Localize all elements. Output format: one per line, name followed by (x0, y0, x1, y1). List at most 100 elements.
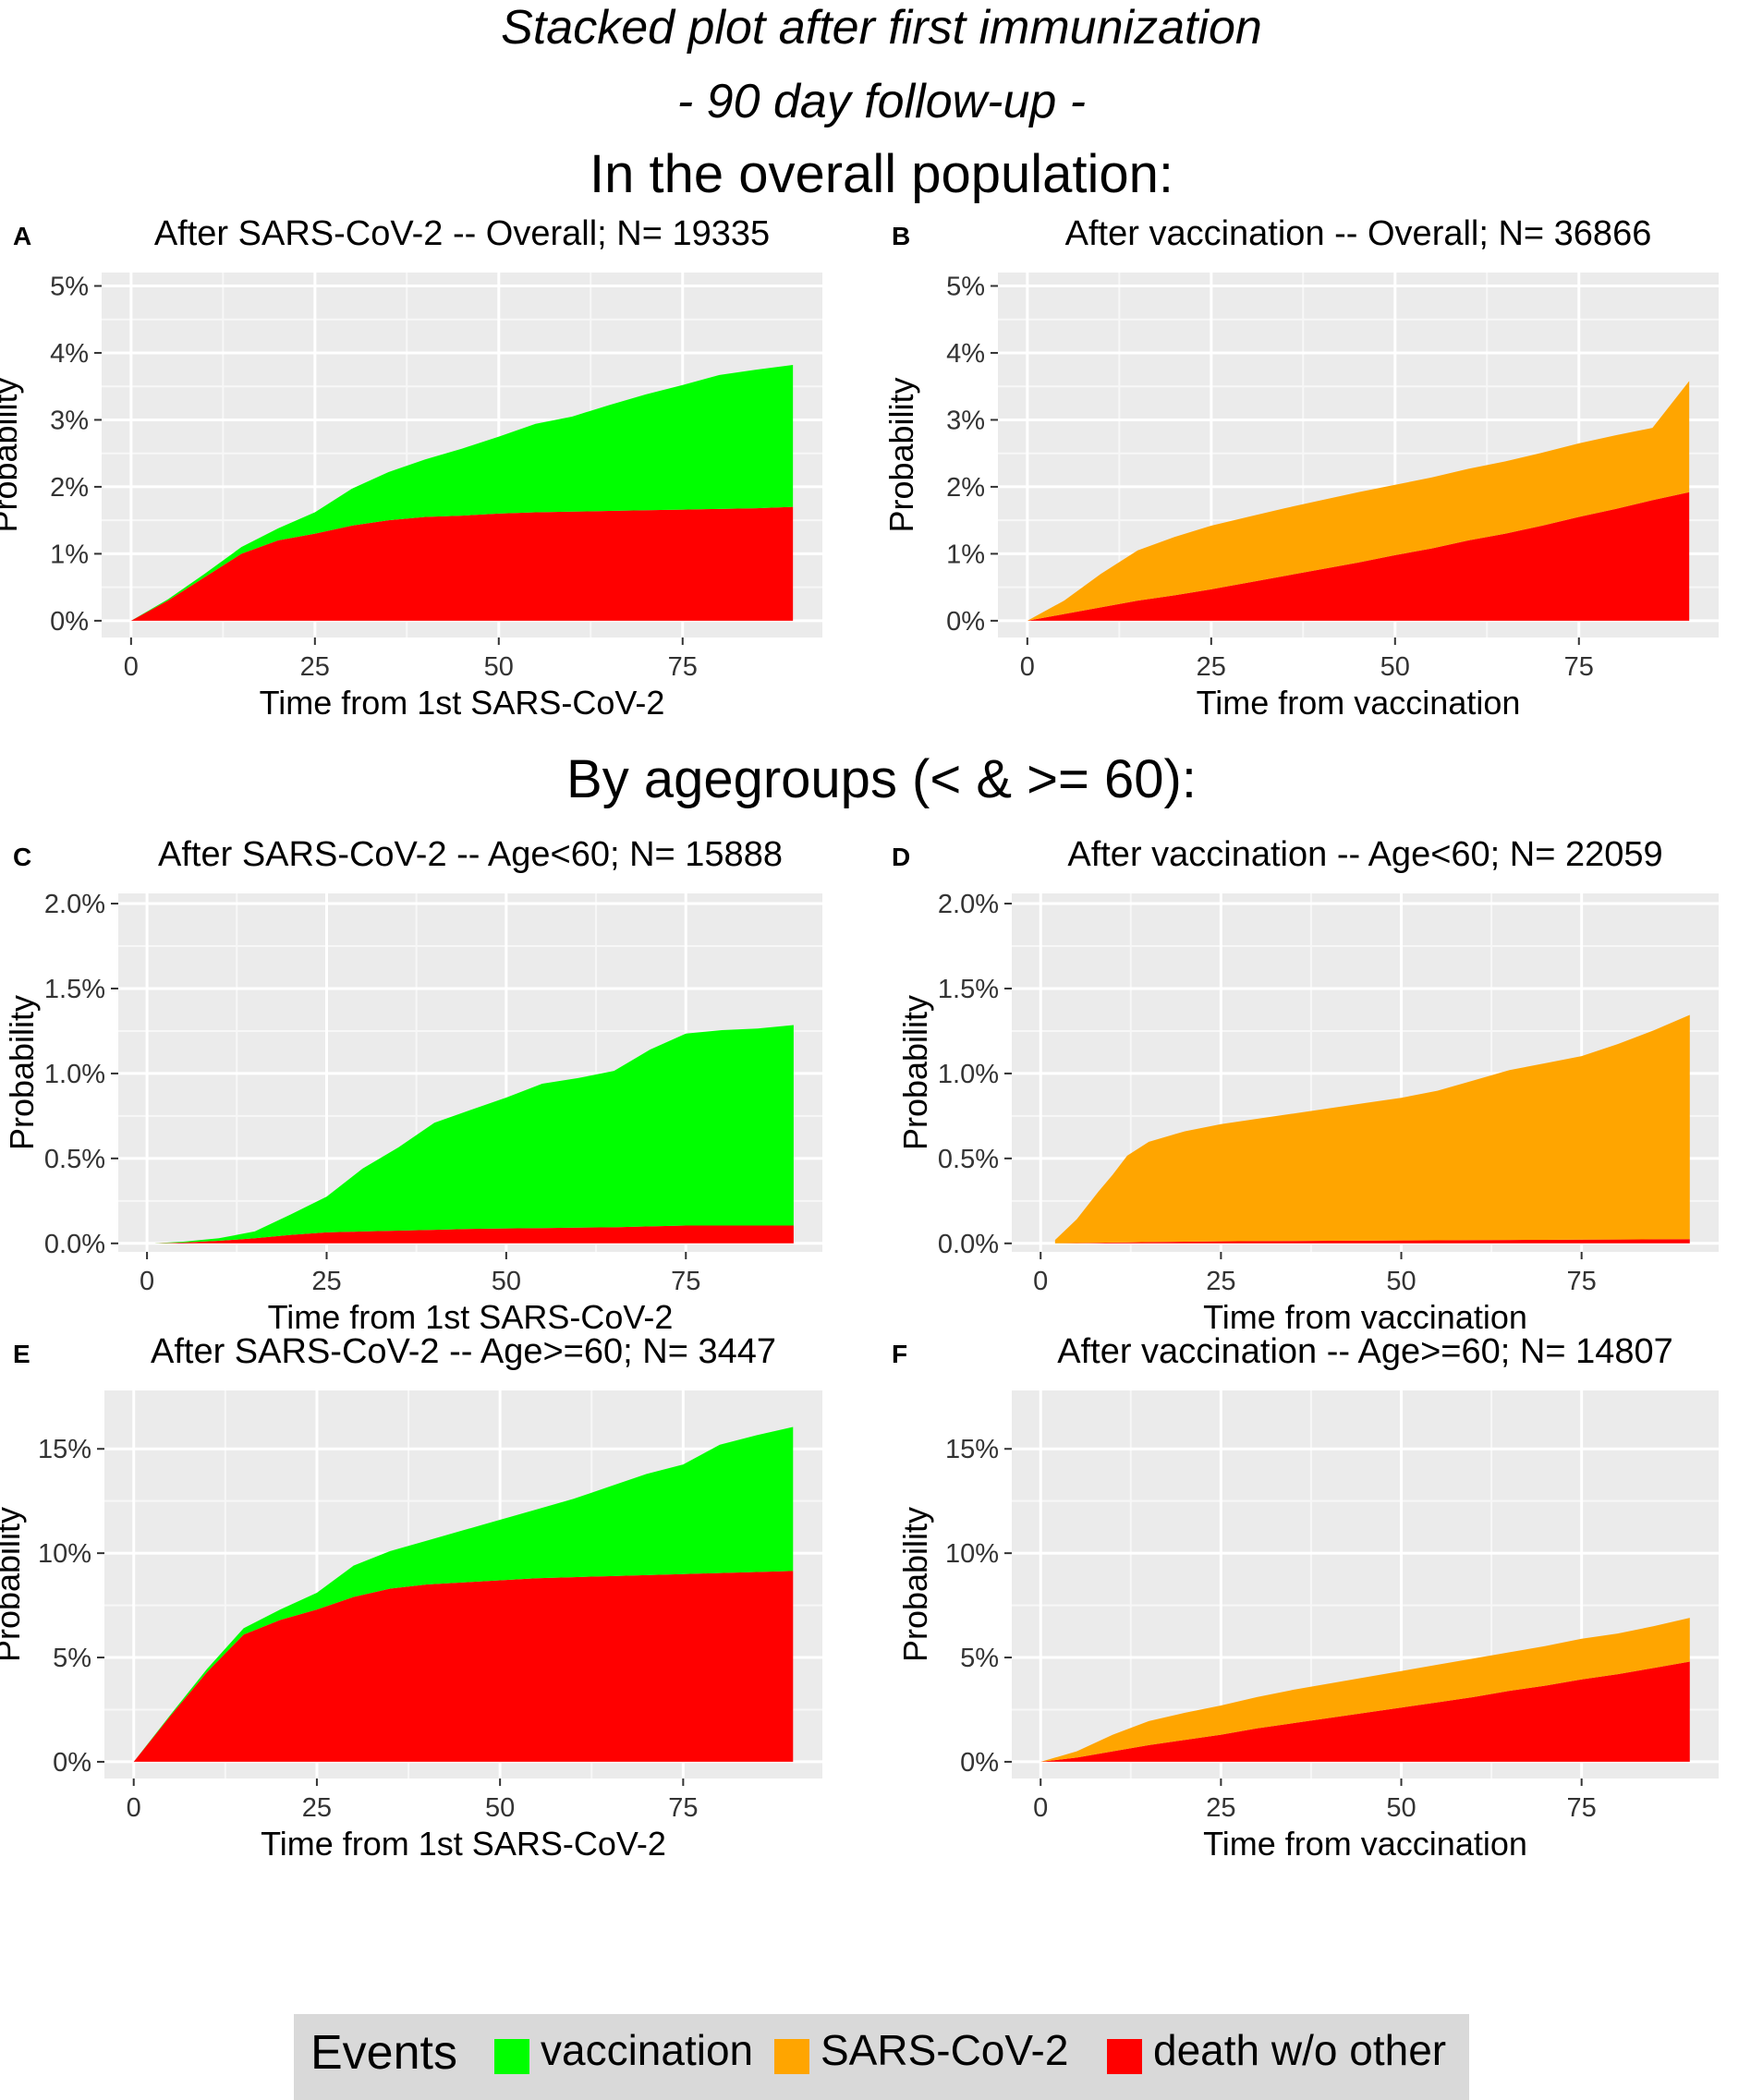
panel-title-c: After SARS-CoV-2 -- Age<60; N= 15888 (158, 835, 783, 874)
x-tick-label: 75 (668, 1793, 698, 1823)
panel-letter-b: B (892, 222, 910, 250)
x-tick-label: 25 (302, 1793, 332, 1823)
legend-swatch-death (1107, 2039, 1142, 2074)
y-tick-label: 1% (50, 540, 89, 569)
y-tick-label: 0% (960, 1748, 999, 1778)
area-vaccination-c (153, 1025, 794, 1244)
y-tick-label: 4% (946, 339, 985, 369)
area-vaccination-e (133, 1426, 794, 1762)
panel-title-d: After vaccination -- Age<60; N= 22059 (1067, 835, 1662, 874)
x-tick-label: 50 (1386, 1793, 1416, 1823)
legend: Events vaccination SARS-CoV-2 death w/o … (294, 2014, 1469, 2100)
panel-d: 0.0% 0.5% 1.0% 1.5% 2.0% 0 25 50 75 Time from vac… (892, 835, 1719, 1336)
y-axis-label-f: Probability (896, 1507, 934, 1662)
area-sars-cov-2-b (1027, 381, 1690, 621)
legend-label-sars-cov-2: SARS-CoV-2 (821, 2026, 1069, 2074)
panel-b: 0% 1% 2% 3% 4% 5% 0 25 50 75 Time from vaccination… (882, 214, 1719, 722)
y-axis-label-a: Probability (0, 377, 24, 532)
x-tick-label: 0 (1033, 1793, 1048, 1823)
x-axis-label-d: Time from vaccination (1203, 1298, 1527, 1336)
y-axis-label-c: Probability (3, 995, 41, 1150)
figure-title: Stacked plot after first immunization (501, 1, 1262, 55)
x-tick-label: 75 (1564, 652, 1594, 682)
panel-letter-c: C (13, 843, 31, 871)
panel-letter-e: E (13, 1340, 30, 1368)
x-axis-label-e: Time from 1st SARS-CoV-2 (261, 1825, 666, 1863)
section-title-overall: In the overall population: (590, 144, 1173, 204)
x-tick-label: 25 (1206, 1793, 1235, 1823)
area-death-w-o-other-c (153, 1225, 794, 1244)
x-tick-label: 0 (140, 1267, 154, 1296)
y-tick-label: 4% (50, 339, 89, 369)
x-tick-label: 75 (671, 1267, 700, 1296)
legend-label-death: death w/o other (1153, 2026, 1447, 2074)
panel-letter-a: A (13, 222, 31, 250)
y-tick-label: 1% (946, 540, 985, 569)
x-tick-label: 25 (311, 1267, 341, 1296)
x-tick-label: 75 (1567, 1793, 1597, 1823)
y-tick-label: 10% (38, 1539, 91, 1569)
x-tick-label: 50 (485, 1793, 515, 1823)
figure-subtitle: - 90 day follow-up - (676, 75, 1087, 128)
y-tick-label: 1.0% (44, 1060, 105, 1089)
panel-letter-d: D (892, 843, 910, 871)
x-tick-label: 75 (1567, 1267, 1597, 1296)
x-tick-label: 0 (127, 1793, 141, 1823)
panel-title-e: After SARS-CoV-2 -- Age>=60; N= 3447 (151, 1332, 776, 1371)
y-tick-label: 3% (946, 406, 985, 435)
x-tick-label: 50 (1380, 652, 1410, 682)
y-tick-label: 1.5% (44, 975, 105, 1004)
y-axis-label-d: Probability (896, 995, 934, 1150)
x-axis-label-a: Time from 1st SARS-CoV-2 (260, 684, 665, 722)
area-death-w-o-other-b (1027, 492, 1690, 621)
y-tick-label: 0.5% (44, 1145, 105, 1174)
y-tick-label: 2.0% (44, 890, 105, 919)
area-death-w-o-other-d (1054, 1239, 1690, 1244)
x-tick-label: 25 (300, 652, 330, 682)
section-title-agegroups: By agegroups (< & >= 60): (566, 749, 1197, 809)
area-death-w-o-other-f (1040, 1661, 1690, 1762)
y-tick-label: 1.5% (938, 975, 999, 1004)
x-axis-label-f: Time from vaccination (1203, 1825, 1527, 1863)
legend-label-vaccination: vaccination (541, 2026, 754, 2074)
area-sars-cov-2-f (1040, 1618, 1690, 1762)
x-axis-label-b: Time from vaccination (1197, 684, 1521, 722)
y-tick-label: 1.0% (938, 1060, 999, 1089)
y-tick-label: 10% (945, 1539, 999, 1569)
panel-title-a: After SARS-CoV-2 -- Overall; N= 19335 (154, 214, 770, 253)
area-death-w-o-other-e (133, 1571, 794, 1762)
y-tick-label: 0% (946, 607, 985, 637)
x-tick-label: 25 (1197, 652, 1226, 682)
y-tick-label: 3% (50, 406, 89, 435)
y-tick-label: 2.0% (938, 890, 999, 919)
y-tick-label: 0.0% (938, 1230, 999, 1259)
x-axis-label-c: Time from 1st SARS-CoV-2 (268, 1298, 674, 1336)
legend-swatch-vaccination (494, 2039, 529, 2074)
x-tick-label: 25 (1206, 1267, 1235, 1296)
x-tick-label: 50 (484, 652, 514, 682)
y-axis-label-b: Probability (882, 377, 920, 532)
y-tick-label: 0% (50, 607, 89, 637)
area-sars-cov-2-d (1054, 1014, 1690, 1244)
y-tick-label: 15% (945, 1435, 999, 1464)
panel-title-f: After vaccination -- Age>=60; N= 14807 (1057, 1332, 1672, 1371)
y-axis-label-e: Probability (0, 1507, 27, 1662)
x-tick-label: 0 (1033, 1267, 1048, 1296)
area-vaccination-a (130, 365, 794, 621)
y-tick-label: 0% (53, 1748, 91, 1778)
y-tick-label: 2% (50, 473, 89, 503)
x-tick-label: 50 (1386, 1267, 1416, 1296)
y-tick-label: 5% (50, 272, 89, 301)
y-tick-label: 0.0% (44, 1230, 105, 1259)
panel-f: 0% 5% 10% 15% 0 25 50 75 Time from vaccination Pr… (892, 1332, 1719, 1863)
y-tick-label: 5% (53, 1644, 91, 1673)
legend-title: Events (310, 2026, 457, 2080)
x-tick-label: 0 (1020, 652, 1035, 682)
y-tick-label: 5% (946, 272, 985, 301)
x-tick-label: 75 (668, 652, 698, 682)
x-tick-label: 0 (124, 652, 139, 682)
